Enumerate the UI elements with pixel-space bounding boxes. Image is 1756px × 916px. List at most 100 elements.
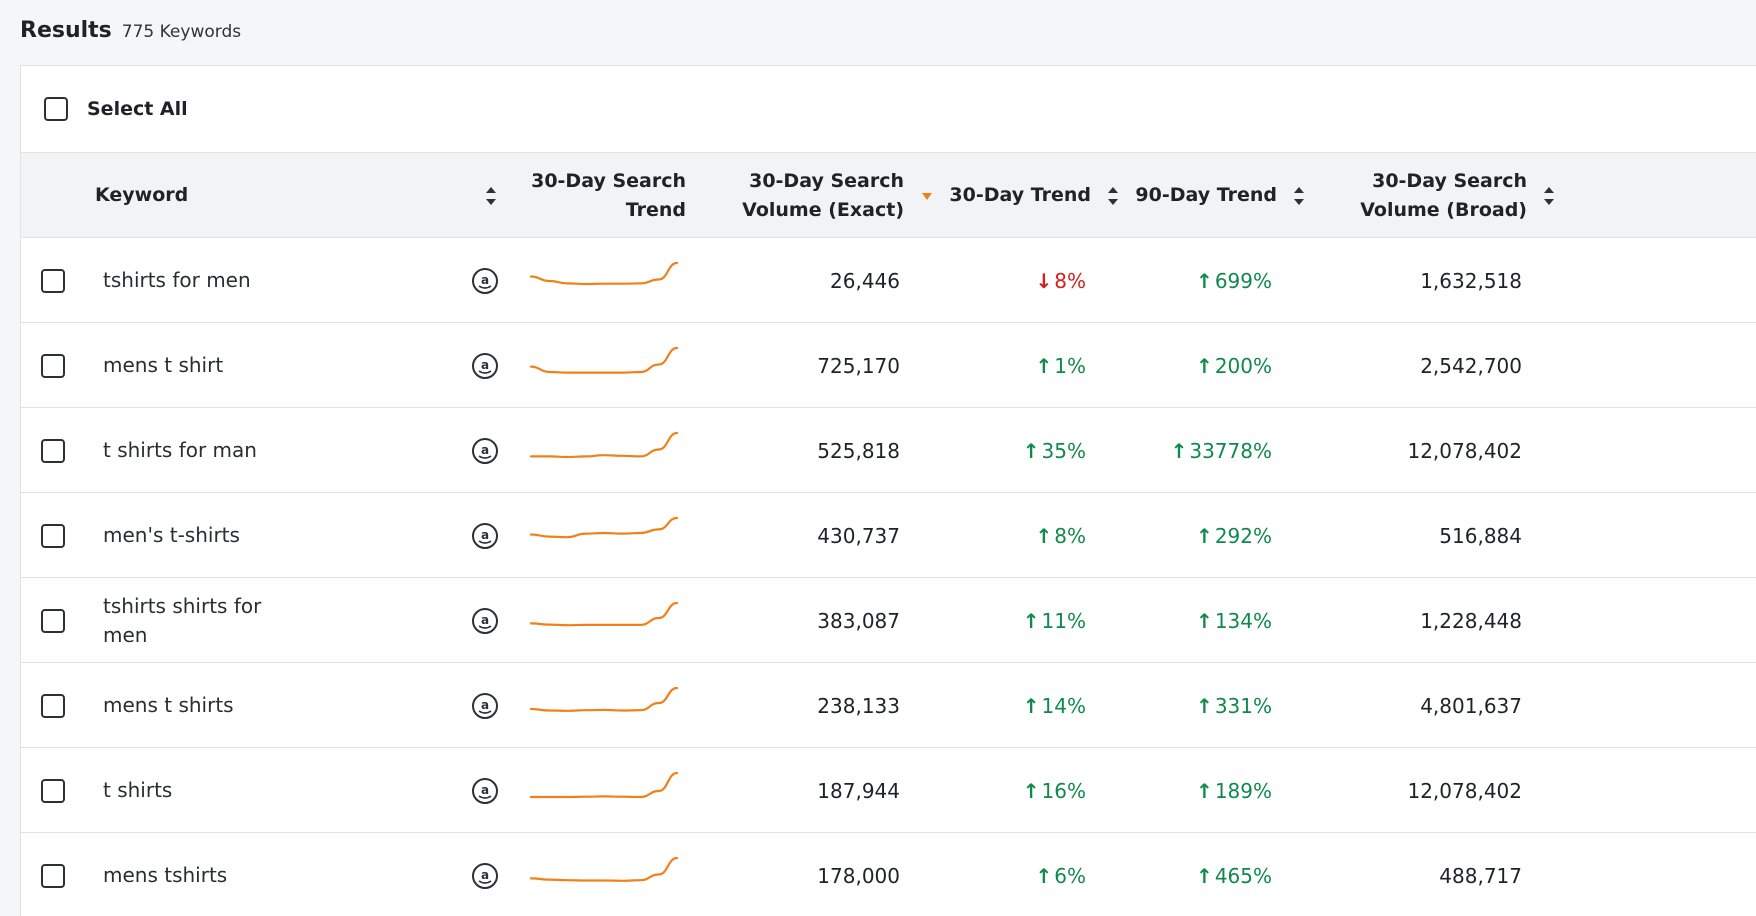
keyword-text[interactable]: t shirts for man xyxy=(103,438,257,462)
sparkline-cell xyxy=(529,408,679,493)
sparkline-cell xyxy=(529,663,679,748)
column-header-volume-broad-line2: Volume (Broad) xyxy=(1360,198,1527,221)
amazon-icon[interactable]: a xyxy=(471,267,499,295)
svg-text:a: a xyxy=(481,528,489,542)
keyword-text[interactable]: men's t-shirts xyxy=(103,523,240,547)
table-row[interactable]: t shirts a 187,944 ↑ 16% ↑ 189% 12,078,402 xyxy=(21,748,1756,833)
table-row[interactable]: mens t shirts a 238,133 ↑ 14% ↑ 331% 4,801… xyxy=(21,663,1756,748)
arrow-up-icon: ↑ xyxy=(1022,608,1040,633)
sparkline xyxy=(529,431,679,458)
table-row[interactable]: tshirts for men a 26,446 ↓ 8% ↑ 699% 1,632… xyxy=(21,238,1756,323)
results-panel: Select All Keyword 30-Day Search Trend 3… xyxy=(20,65,1756,916)
trend-percent: 35% xyxy=(1041,438,1086,463)
arrow-up-icon: ↑ xyxy=(1196,523,1213,548)
sort-90-day-trend-icon[interactable] xyxy=(1293,184,1305,208)
amazon-icon[interactable]: a xyxy=(471,522,499,550)
amazon-icon[interactable]: a xyxy=(471,352,499,380)
row-checkbox[interactable] xyxy=(41,268,65,293)
row-checkbox-cell xyxy=(41,663,65,748)
column-header-volume-broad[interactable]: 30-Day Search Volume (Broad) xyxy=(1341,153,1527,238)
keyword-text-line2[interactable]: men xyxy=(103,622,148,647)
column-header-keyword[interactable]: Keyword xyxy=(95,153,295,238)
volume-broad-value: 1,632,518 xyxy=(1420,268,1522,293)
trend-30-value: ↑ 1% xyxy=(1036,354,1087,378)
column-header-volume-exact-line1: 30-Day Search xyxy=(749,169,904,192)
svg-text:a: a xyxy=(481,783,489,797)
arrow-up-icon: ↑ xyxy=(1022,693,1040,718)
amazon-icon[interactable]: a xyxy=(471,437,499,465)
trend-90-value: ↑ 292% xyxy=(1196,524,1272,548)
table-row[interactable]: men's t-shirts a 430,737 ↑ 8% ↑ 292% 516,8… xyxy=(21,493,1756,578)
keyword-text[interactable]: tshirts for men xyxy=(103,268,251,292)
sparkline-cell xyxy=(529,748,679,833)
arrow-up-icon: ↑ xyxy=(1170,438,1188,463)
table-row[interactable]: mens tshirts a 178,000 ↑ 6% ↑ 465% 488,717 xyxy=(21,833,1756,916)
keyword-cell: mens t shirt xyxy=(103,323,363,408)
row-checkbox[interactable] xyxy=(41,693,65,718)
arrow-up-icon: ↑ xyxy=(1022,778,1040,803)
column-header-volume-exact[interactable]: 30-Day Search Volume (Exact) xyxy=(721,153,904,238)
keyword-text[interactable]: mens t shirts xyxy=(103,693,234,717)
volume-broad-value: 488,717 xyxy=(1439,863,1522,888)
trend-30-value: ↑ 8% xyxy=(1036,524,1087,548)
select-all-bar: Select All xyxy=(21,66,1756,153)
volume-exact-value: 725,170 xyxy=(817,353,900,378)
column-header-search-trend: 30-Day Search Trend xyxy=(511,153,686,238)
sparkline xyxy=(529,601,679,626)
svg-text:a: a xyxy=(481,273,489,287)
trend-90-value: ↑ 189% xyxy=(1196,779,1272,803)
volume-broad-value: 516,884 xyxy=(1439,523,1522,548)
amazon-icon[interactable]: a xyxy=(471,777,499,805)
keyword-text[interactable]: tshirts shirts for xyxy=(103,593,262,618)
trend-percent: 8% xyxy=(1054,523,1086,548)
amazon-icon[interactable]: a xyxy=(471,862,499,890)
arrow-up-icon: ↑ xyxy=(1035,523,1053,548)
keyword-text[interactable]: t shirts xyxy=(103,778,173,802)
volume-exact-cell: 383,087 xyxy=(721,578,900,663)
trend-percent: 699% xyxy=(1214,268,1272,293)
arrow-up-icon: ↑ xyxy=(1196,353,1213,378)
volume-exact-cell: 525,818 xyxy=(721,408,900,493)
sparkline xyxy=(529,686,679,712)
keyword-cell: t shirts for man xyxy=(103,408,363,493)
column-header-volume-exact-line2: Volume (Exact) xyxy=(742,198,904,221)
keyword-cell: t shirts xyxy=(103,748,363,833)
volume-broad-value: 4,801,637 xyxy=(1420,693,1522,718)
row-checkbox[interactable] xyxy=(41,608,65,633)
row-checkbox[interactable] xyxy=(41,353,65,378)
select-all-checkbox[interactable] xyxy=(44,97,68,121)
column-header-90-day-trend[interactable]: 90-Day Trend xyxy=(1131,153,1277,238)
sparkline-path xyxy=(529,346,679,374)
svg-text:a: a xyxy=(481,443,489,457)
sort-volume-broad-icon[interactable] xyxy=(1543,184,1555,208)
trend-30-cell: ↑ 6% xyxy=(941,833,1087,916)
row-checkbox[interactable] xyxy=(41,523,65,548)
row-checkbox[interactable] xyxy=(41,438,65,463)
keyword-text[interactable]: mens tshirts xyxy=(103,863,228,887)
keyword-cell: tshirts shirts for men xyxy=(103,578,363,663)
results-header: Results 775 Keywords xyxy=(20,18,241,43)
row-checkbox[interactable] xyxy=(41,778,65,803)
sparkline xyxy=(529,771,679,798)
table-row[interactable]: mens t shirt a 725,170 ↑ 1% ↑ 200% 2,542,7… xyxy=(21,323,1756,408)
sort-30-day-trend-icon[interactable] xyxy=(1107,184,1119,208)
keyword-text[interactable]: mens t shirt xyxy=(103,353,224,377)
sparkline-path xyxy=(529,431,679,458)
trend-percent: 14% xyxy=(1041,693,1086,718)
amazon-icon[interactable]: a xyxy=(471,607,499,635)
trend-90-value: ↑ 699% xyxy=(1196,269,1272,293)
svg-text:a: a xyxy=(481,698,489,712)
svg-text:a: a xyxy=(481,613,489,627)
amazon-icon[interactable]: a xyxy=(471,692,499,720)
sparkline xyxy=(529,516,679,538)
column-header-90-day-trend-label: 90-Day Trend xyxy=(1135,184,1277,206)
sparkline-cell xyxy=(529,833,679,916)
column-header-30-day-trend[interactable]: 30-Day Trend xyxy=(941,153,1091,238)
table-header: Keyword 30-Day Search Trend 30-Day Searc… xyxy=(21,153,1756,238)
table-row[interactable]: tshirts shirts for men a 383,087 ↑ 11% ↑ 1… xyxy=(21,578,1756,663)
sort-keyword-icon[interactable] xyxy=(485,184,497,208)
volume-exact-cell: 725,170 xyxy=(721,323,900,408)
row-checkbox[interactable] xyxy=(41,863,65,888)
sort-descending-icon[interactable] xyxy=(921,184,933,208)
table-row[interactable]: t shirts for man a 525,818 ↑ 35% ↑ 33778% … xyxy=(21,408,1756,493)
